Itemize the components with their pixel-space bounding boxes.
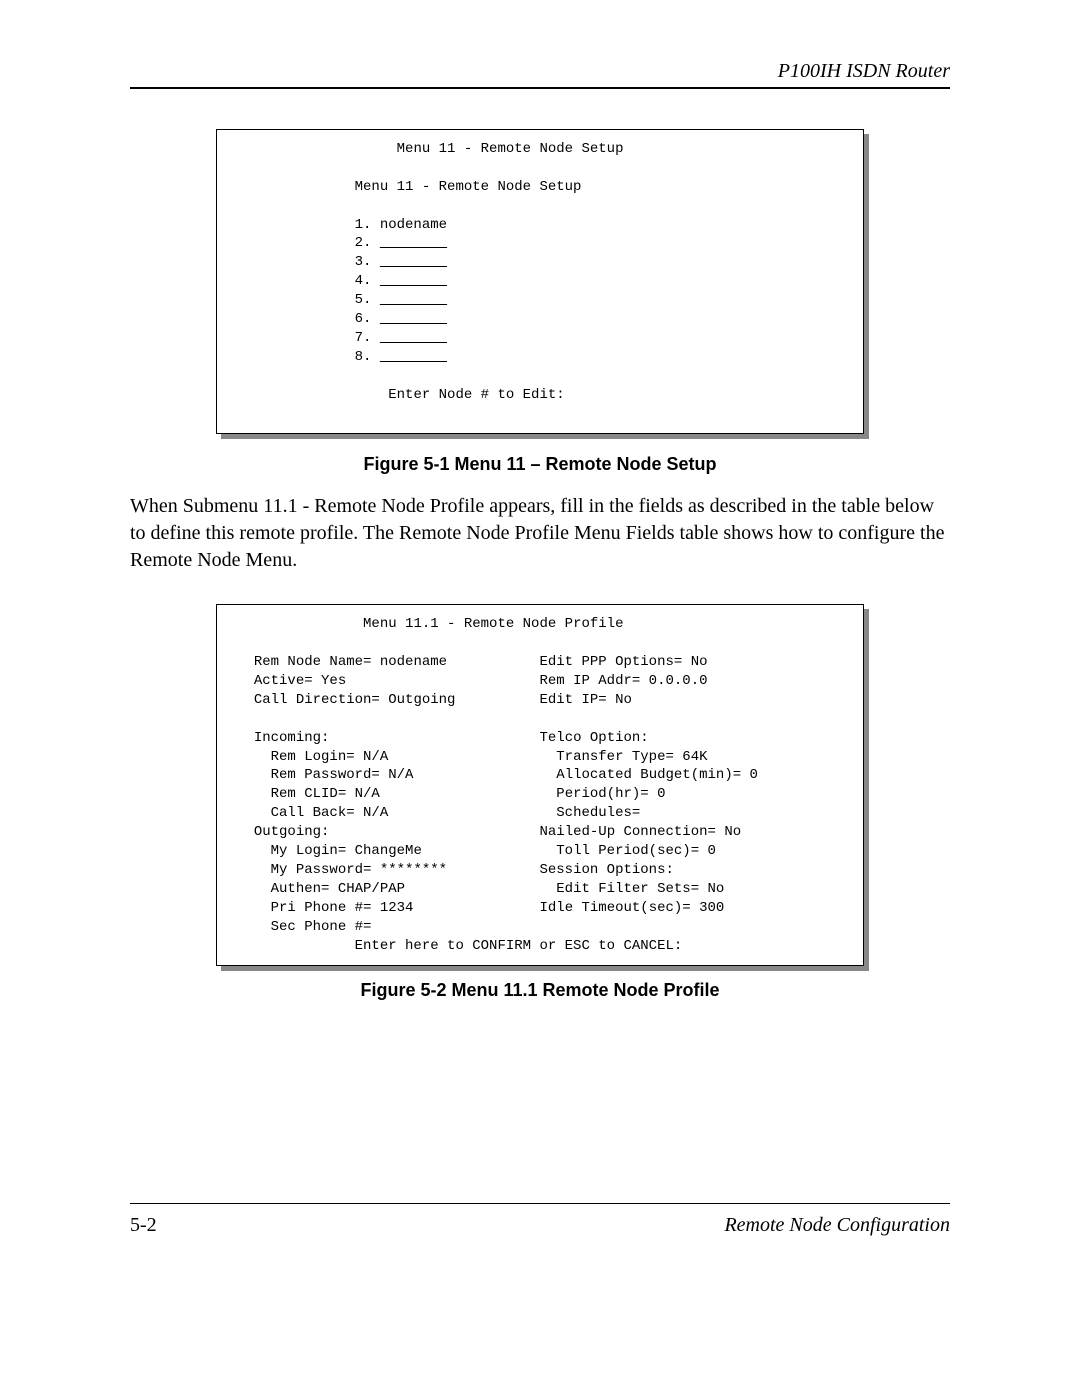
fig2-edit-ppp: Edit PPP Options= No: [539, 654, 707, 670]
fig2-rem-node-name: Rem Node Name= nodename: [254, 654, 447, 670]
figure-1-caption: Figure 5-1 Menu 11 – Remote Node Setup: [130, 454, 950, 475]
blank-field: [380, 330, 447, 346]
fig2-callback: Call Back= N/A: [254, 805, 388, 821]
fig2-confirm: Enter here to CONFIRM or ESC to CANCEL:: [355, 938, 683, 954]
fig2-rem-ip: Rem IP Addr= 0.0.0.0: [539, 673, 707, 689]
figure-1-box: Menu 11 - Remote Node Setup Menu 11 - Re…: [216, 129, 864, 434]
fig2-idle: Idle Timeout(sec)= 300: [539, 900, 724, 916]
fig2-my-pass: My Password= ********: [254, 862, 447, 878]
blank-field: [380, 349, 447, 365]
fig2-nailed: Nailed-Up Connection= No: [539, 824, 741, 840]
fig2-transfer: Transfer Type= 64K: [539, 749, 707, 765]
footer-section: Remote Node Configuration: [724, 1214, 950, 1237]
fig2-incoming: Incoming:: [254, 730, 330, 746]
fig2-filter: Edit Filter Sets= No: [539, 881, 724, 897]
fig1-node7: 7.: [355, 330, 372, 346]
blank-field: [380, 292, 447, 308]
figure-2-container: Menu 11.1 - Remote Node Profile Rem Node…: [216, 604, 864, 966]
fig2-title: Menu 11.1 - Remote Node Profile: [363, 616, 623, 632]
fig2-edit-ip: Edit IP= No: [539, 692, 631, 708]
figure-1-container: Menu 11 - Remote Node Setup Menu 11 - Re…: [216, 129, 864, 434]
body-paragraph: When Submenu 11.1 - Remote Node Profile …: [130, 493, 950, 574]
figure-2-terminal: Menu 11.1 - Remote Node Profile Rem Node…: [217, 605, 863, 965]
fig2-budget: Allocated Budget(min)= 0: [539, 767, 757, 783]
page-header: P100IH ISDN Router: [130, 60, 950, 89]
figure-2-caption: Figure 5-2 Menu 11.1 Remote Node Profile: [130, 980, 950, 1001]
header-title: P100IH ISDN Router: [778, 60, 950, 82]
fig2-toll: Toll Period(sec)= 0: [539, 843, 715, 859]
fig2-rem-login: Rem Login= N/A: [254, 749, 388, 765]
fig1-title1: Menu 11 - Remote Node Setup: [397, 141, 624, 157]
fig2-active: Active= Yes: [254, 673, 346, 689]
fig1-node5: 5.: [355, 292, 372, 308]
fig1-node4: 4.: [355, 273, 372, 289]
fig2-pri-phone: Pri Phone #= 1234: [254, 900, 414, 916]
fig2-schedules: Schedules=: [539, 805, 640, 821]
figure-2-shadow: Menu 11.1 - Remote Node Profile Rem Node…: [216, 604, 864, 966]
figure-1-shadow: Menu 11 - Remote Node Setup Menu 11 - Re…: [216, 129, 864, 434]
fig1-node8: 8.: [355, 349, 372, 365]
fig2-rem-pass: Rem Password= N/A: [254, 767, 414, 783]
fig1-node3: 3.: [355, 254, 372, 270]
fig1-node6: 6.: [355, 311, 372, 327]
fig2-my-login: My Login= ChangeMe: [254, 843, 422, 859]
fig2-period: Period(hr)= 0: [539, 786, 665, 802]
blank-field: [380, 311, 447, 327]
fig1-prompt: Enter Node # to Edit:: [388, 387, 564, 403]
fig2-rem-clid: Rem CLID= N/A: [254, 786, 380, 802]
fig2-session: Session Options:: [539, 862, 673, 878]
blank-field: [380, 235, 447, 251]
fig2-telco: Telco Option:: [539, 730, 648, 746]
figure-2-box: Menu 11.1 - Remote Node Profile Rem Node…: [216, 604, 864, 966]
fig2-sec-phone: Sec Phone #=: [254, 919, 372, 935]
fig2-outgoing: Outgoing:: [254, 824, 330, 840]
page-footer: 5-2 Remote Node Configuration: [130, 1203, 950, 1237]
page-number: 5-2: [130, 1214, 157, 1237]
fig2-authen: Authen= CHAP/PAP: [254, 881, 405, 897]
fig1-node2: 2.: [355, 235, 372, 251]
fig1-node1: 1. nodename: [355, 217, 447, 233]
blank-field: [380, 254, 447, 270]
fig2-call-dir: Call Direction= Outgoing: [254, 692, 456, 708]
figure-1-terminal: Menu 11 - Remote Node Setup Menu 11 - Re…: [217, 130, 863, 433]
fig1-title2: Menu 11 - Remote Node Setup: [355, 179, 582, 195]
blank-field: [380, 273, 447, 289]
